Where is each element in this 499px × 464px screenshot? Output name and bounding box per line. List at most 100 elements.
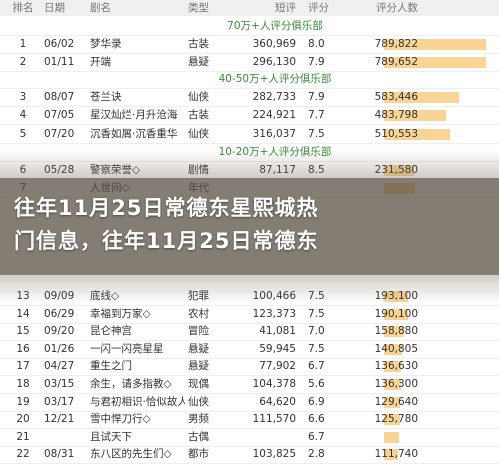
rating-count-cell: 129,640 xyxy=(374,396,418,408)
date-cell: 03/15 xyxy=(44,378,75,390)
table-row: 5 07/20 沉香如屑·沉香重华 仙侠 316,037 7.5 510,553 xyxy=(0,126,499,144)
headline-line-1: 往年11月25日常德东星熙城热 xyxy=(14,196,319,220)
rating-count-bar xyxy=(384,57,486,68)
title-cell: 开端 xyxy=(90,56,111,68)
headline-line-2: 门信息，往年11月25日常德东 xyxy=(14,229,319,253)
type-cell: 犯罪 xyxy=(188,290,209,302)
title-cell: 沉香如屑·沉香重华 xyxy=(90,128,178,140)
table-row: 3 08/07 苍兰诀 仙侠 282,733 7.9 583,446 xyxy=(0,89,499,107)
short-reviews-cell: 111,570 xyxy=(252,413,296,425)
header-type: 类型 xyxy=(188,2,209,14)
short-reviews-cell: 296,130 xyxy=(252,56,296,68)
rank-cell: 18 xyxy=(16,378,30,390)
score-cell: 7.5 xyxy=(308,128,325,140)
rating-count-bar xyxy=(384,414,400,425)
rating-count-cell: 510,553 xyxy=(374,128,418,140)
date-cell: 08/31 xyxy=(44,448,75,460)
table-row: 14 06/29 幸福到万家◇ 农村 123,373 7.5 190,100 xyxy=(0,306,499,324)
type-cell: 现偶 xyxy=(188,378,209,390)
table-row: 16 01/26 一闪一闪亮星星 悬疑 59,945 7.5 140,805 xyxy=(0,341,499,359)
rating-count-bar xyxy=(384,397,400,408)
rank-cell: 20 xyxy=(16,413,30,425)
title-cell: 昆仑神宫 xyxy=(90,325,132,337)
type-cell: 仙侠 xyxy=(188,128,209,140)
rating-count-bar xyxy=(384,92,459,103)
rating-count-bar xyxy=(384,291,408,302)
type-cell: 剧情 xyxy=(188,164,209,176)
score-cell: 8.0 xyxy=(308,38,325,50)
rank-cell: 5 xyxy=(19,128,27,140)
short-reviews-cell: 41,081 xyxy=(259,325,296,337)
group-heading: 40-50万+人评分俱乐部 xyxy=(0,71,499,89)
header-score: 评分 xyxy=(308,2,329,14)
date-cell: 01/26 xyxy=(44,343,75,355)
date-cell: 06/29 xyxy=(44,308,75,320)
rank-cell: 2 xyxy=(19,56,27,68)
rating-count-cell: 193,100 xyxy=(374,290,418,302)
rating-count-bar xyxy=(384,309,408,320)
short-reviews-cell: 100,466 xyxy=(252,290,296,302)
short-reviews-cell: 282,733 xyxy=(252,91,296,103)
short-reviews-cell: 103,825 xyxy=(252,448,296,460)
short-reviews-cell: 224,921 xyxy=(252,109,296,121)
type-cell: 仙侠 xyxy=(188,396,209,408)
rating-count-cell: 125,780 xyxy=(374,413,418,425)
rank-cell: 17 xyxy=(16,360,30,372)
rank-cell: 14 xyxy=(16,308,30,320)
rank-cell: 6 xyxy=(19,164,27,176)
score-cell: 5.6 xyxy=(308,378,325,390)
table-row: 22 08/31 东八区的先生们◇ 都市 103,825 2.8 111,740 xyxy=(0,446,499,464)
table-row: 4 07/05 星汉灿烂·月升沧海 古装 224,921 7.7 483,798 xyxy=(0,107,499,125)
score-cell: 7.5 xyxy=(308,290,325,302)
rank-cell: 1 xyxy=(19,38,27,50)
short-reviews-cell: 104,378 xyxy=(252,378,296,390)
table-row: 6 05/28 警察荣誉◇ 剧情 87,117 8.5 231,580 xyxy=(0,162,499,180)
type-cell: 农村 xyxy=(188,308,209,320)
table-row: 15 09/20 昆仑神宫 冒险 41,081 7.0 158,880 xyxy=(0,323,499,341)
score-cell: 7.7 xyxy=(308,109,325,121)
rating-count-cell: 483,798 xyxy=(374,109,418,121)
header-date: 日期 xyxy=(44,2,65,14)
table-row: 1 06/02 梦华录 古装 360,969 8.0 789,822 xyxy=(0,36,499,54)
title-cell: 重生之门 xyxy=(90,360,132,372)
headline-text: 往年11月25日常德东星熙城热 门信息，往年11月25日常德东 xyxy=(14,192,490,258)
date-cell: 07/20 xyxy=(44,128,75,140)
score-cell: 7.9 xyxy=(308,91,325,103)
rating-count-bar xyxy=(384,129,450,140)
table-row: 13 09/09 底线◇ 犯罪 100,466 7.5 193,100 xyxy=(0,288,499,306)
score-cell: 6.9 xyxy=(308,396,325,408)
rating-count-cell: 583,446 xyxy=(374,91,418,103)
table-row: 21 且试天下 古偶 6.7 xyxy=(0,429,499,447)
rating-count-cell: 231,580 xyxy=(374,164,418,176)
rating-count-bar xyxy=(384,379,401,390)
rating-count-bar xyxy=(384,432,399,443)
rating-count-cell: 789,822 xyxy=(374,38,418,50)
group-label: 40-50万+人评分俱乐部 xyxy=(218,73,332,85)
date-cell: 08/07 xyxy=(44,91,75,103)
score-cell: 6.7 xyxy=(308,431,325,443)
title-cell: 雪中悍刀行◇ xyxy=(90,413,151,425)
header-rating-count: 评分人数 xyxy=(376,2,418,14)
table-row: 20 12/21 雪中悍刀行◇ 男频 111,570 6.6 125,780 xyxy=(0,411,499,429)
short-reviews-cell: 360,969 xyxy=(252,38,296,50)
header-short-reviews: 短评 xyxy=(275,2,296,14)
rating-count-cell: 136,300 xyxy=(374,378,418,390)
title-cell: 苍兰诀 xyxy=(90,91,122,103)
date-cell: 04/27 xyxy=(44,360,75,372)
group-heading: 70万+人评分俱乐部 xyxy=(0,18,499,36)
rank-cell: 4 xyxy=(19,109,27,121)
title-cell: 警察荣誉◇ xyxy=(90,164,141,176)
rank-cell: 19 xyxy=(16,396,30,408)
rating-count-bar xyxy=(384,110,446,121)
short-reviews-cell: 123,373 xyxy=(252,308,296,320)
score-cell: 2.8 xyxy=(308,448,325,460)
type-cell: 古装 xyxy=(188,109,209,121)
title-cell: 底线◇ xyxy=(90,290,120,302)
short-reviews-cell: 64,620 xyxy=(259,396,296,408)
title-cell: 星汉灿烂·月升沧海 xyxy=(90,109,178,121)
table-row: 19 03/17 与君初相识·恰似故人归仙侠 64,620 6.9 129,640 xyxy=(0,394,499,412)
type-cell: 都市 xyxy=(188,448,209,460)
type-cell: 仙侠 xyxy=(188,91,209,103)
rating-count-cell: 789,652 xyxy=(374,56,418,68)
